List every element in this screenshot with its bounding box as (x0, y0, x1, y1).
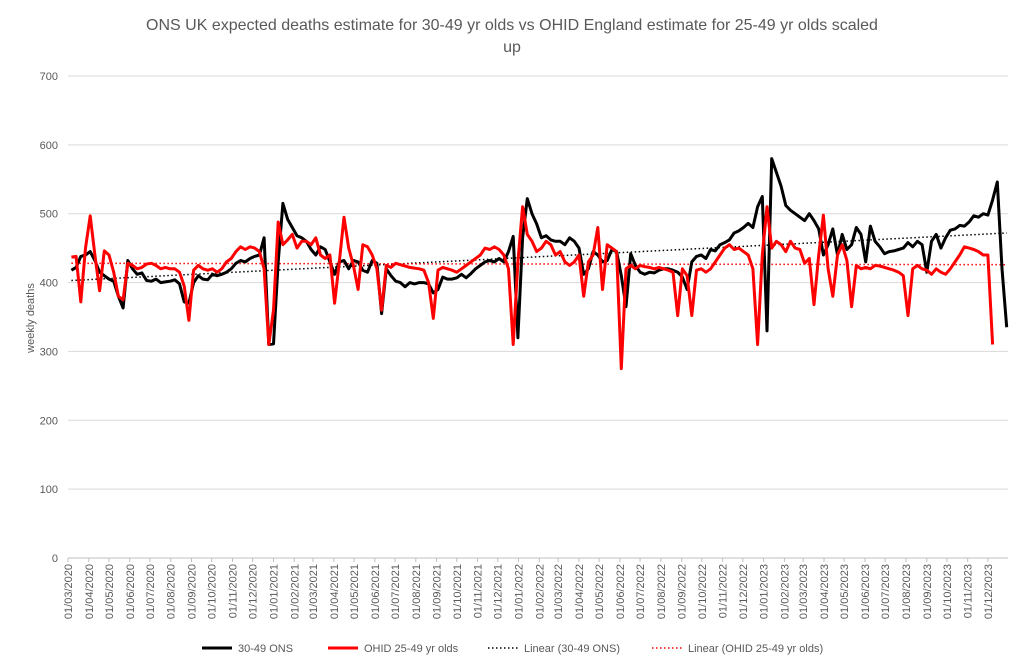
x-tick-label: 01/08/2023 (901, 564, 913, 619)
series-line-0 (70, 157, 1009, 346)
y-tick-label: 500 (40, 209, 58, 221)
y-tick-label: 400 (40, 278, 58, 290)
chart-title-line1: ONS UK expected deaths estimate for 30-4… (146, 17, 878, 34)
x-tick-label: 01/10/2023 (942, 564, 954, 619)
x-tick-label: 01/08/2022 (656, 564, 668, 619)
x-tick-label: 01/05/2023 (839, 564, 851, 619)
y-tick-label: 100 (40, 484, 58, 496)
x-tick-label: 01/07/2023 (880, 564, 892, 619)
x-tick-label: 01/09/2021 (432, 564, 444, 619)
x-tick-label: 01/11/2021 (473, 564, 485, 618)
legend-label-3: Linear (OHID 25-49 yr olds) (688, 643, 823, 655)
y-tick-label: 300 (40, 346, 58, 358)
x-tick-label: 01/10/2021 (452, 564, 464, 619)
x-tick-label: 01/04/2021 (329, 564, 341, 619)
x-tick-label: 01/09/2020 (187, 564, 199, 619)
x-tick-label: 01/05/2021 (349, 564, 361, 619)
x-tick-label: 01/05/2022 (594, 564, 606, 619)
x-tick-label: 01/12/2021 (493, 564, 505, 619)
x-tick-label: 01/01/2023 (759, 564, 771, 619)
x-tick-label: 01/10/2020 (207, 564, 219, 619)
x-tick-label: 01/01/2021 (268, 564, 280, 619)
y-tick-label: 200 (40, 415, 58, 427)
x-tick-label: 01/06/2022 (615, 564, 627, 619)
x-tick-label: 01/01/2022 (514, 564, 526, 619)
legend-label-2: Linear (30-49 ONS) (524, 643, 620, 655)
legend-label-1: OHID 25-49 yr olds (364, 643, 459, 655)
gridlines (68, 75, 1008, 559)
x-tick-label: 01/12/2020 (248, 564, 260, 619)
x-tick-label: 01/12/2023 (983, 564, 995, 619)
legend: 30-49 ONS OHID 25-49 yr olds Linear (30-49… (202, 643, 823, 655)
x-tick-label: 01/06/2021 (370, 564, 382, 619)
x-axis-ticks: 01/03/2020 01/04/2020 01/05/2020 01/06/2020… (63, 558, 995, 619)
x-tick-label: 01/04/2023 (819, 564, 831, 619)
x-tick-label: 01/07/2022 (635, 564, 647, 619)
series-lines (70, 157, 1009, 371)
x-tick-label: 01/03/2020 (63, 564, 75, 619)
x-tick-label: 01/10/2022 (697, 564, 709, 619)
legend-label-0: 30-49 ONS (238, 643, 293, 655)
x-tick-label: 01/07/2020 (145, 564, 157, 619)
y-axis-ticks: 0 100 200 300 400 500 600 700 (40, 71, 58, 565)
x-tick-label: 01/06/2020 (125, 564, 137, 619)
x-tick-label: 01/07/2021 (390, 564, 402, 619)
x-tick-label: 01/04/2022 (574, 564, 586, 619)
y-tick-label: 600 (40, 140, 58, 152)
x-tick-label: 01/02/2023 (779, 564, 791, 619)
x-tick-label: 01/09/2023 (922, 564, 934, 619)
series-line-1 (71, 205, 995, 371)
x-tick-label: 01/11/2023 (963, 564, 975, 618)
x-tick-label: 01/06/2023 (860, 564, 872, 619)
x-tick-label: 01/02/2022 (534, 564, 546, 619)
x-tick-label: 01/03/2021 (308, 564, 320, 619)
x-tick-label: 01/03/2023 (798, 564, 810, 619)
x-tick-label: 01/12/2022 (738, 564, 750, 619)
x-tick-label: 01/02/2021 (289, 564, 301, 619)
series-line-3 (71, 262, 1007, 266)
x-tick-label: 01/09/2022 (677, 564, 689, 619)
chart-title-line2: up (503, 39, 521, 56)
y-tick-label: 0 (52, 553, 58, 565)
x-tick-label: 01/08/2020 (166, 564, 178, 619)
x-tick-label: 01/11/2020 (228, 564, 240, 618)
y-tick-label: 700 (40, 71, 58, 83)
y-axis-title: weekly deaths (25, 283, 37, 354)
x-tick-label: 01/05/2020 (104, 564, 116, 619)
x-tick-label: 01/11/2022 (718, 564, 730, 618)
x-tick-label: 01/08/2021 (411, 564, 423, 619)
x-tick-label: 01/03/2022 (553, 564, 565, 619)
x-tick-label: 01/04/2020 (84, 564, 96, 619)
